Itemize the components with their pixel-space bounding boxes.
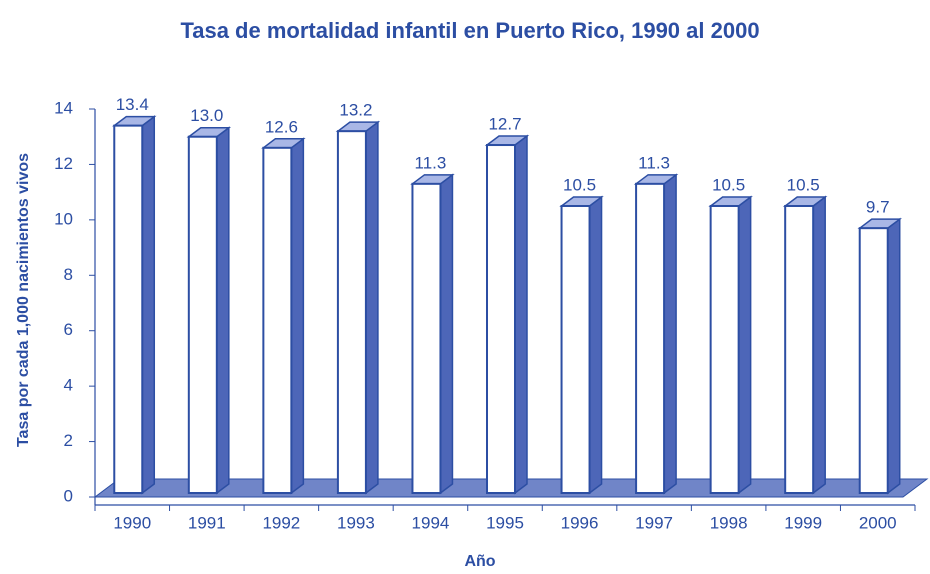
y-tick-label: 4: [64, 376, 73, 395]
y-tick-label: 14: [54, 98, 73, 117]
data-label: 12.7: [488, 115, 521, 134]
y-tick-label: 8: [64, 265, 73, 284]
bar-side: [290, 137, 305, 495]
y-tick-label: 10: [54, 209, 73, 228]
bar-side: [439, 173, 454, 495]
bar-side: [365, 120, 379, 495]
bar-side: [514, 134, 528, 495]
x-tick-label: 1999: [784, 513, 822, 532]
x-tick-label: 2000: [859, 513, 897, 532]
bar-side: [737, 195, 752, 495]
x-tick-label: 1991: [188, 513, 226, 532]
data-label: 9.7: [866, 198, 890, 217]
y-tick-label: 0: [64, 486, 73, 505]
bar-side: [812, 195, 826, 495]
y-tick-label: 6: [64, 320, 73, 339]
bar: [709, 205, 740, 494]
data-label: 11.3: [638, 153, 670, 172]
bar: [635, 182, 666, 494]
data-label: 13.0: [190, 106, 223, 125]
y-tick-label: 12: [54, 154, 73, 173]
x-tick-label: 1998: [710, 513, 748, 532]
x-tick-label: 1992: [262, 513, 300, 532]
bar: [784, 205, 815, 494]
bar-side: [141, 115, 156, 495]
y-axis-label: Tasa por cada 1,000 nacimientos vivos: [15, 153, 32, 447]
x-tick-label: 1990: [113, 513, 151, 532]
x-tick-label: 1996: [561, 513, 599, 532]
bar: [486, 144, 516, 494]
x-tick-label: 1995: [486, 513, 524, 532]
x-tick-label: 1994: [412, 513, 450, 532]
bar-side: [663, 173, 677, 495]
bar: [411, 182, 442, 494]
bar-side: [216, 126, 230, 495]
bar: [858, 227, 889, 495]
bar: [262, 146, 293, 495]
data-label: 10.5: [787, 175, 820, 194]
chart-title: Tasa de mortalidad infantil en Puerto Ri…: [180, 18, 759, 43]
bar: [113, 124, 144, 494]
bar: [187, 135, 218, 494]
data-label: 13.2: [339, 101, 372, 120]
bar: [560, 205, 591, 494]
x-tick-label: 1993: [337, 513, 375, 532]
y-tick-label: 2: [64, 431, 73, 450]
bar-side: [588, 195, 603, 495]
data-label: 13.4: [116, 95, 149, 114]
data-label: 12.6: [265, 117, 298, 136]
data-label: 11.3: [415, 153, 447, 172]
data-label: 10.5: [563, 175, 596, 194]
bar-side: [886, 217, 901, 495]
x-tick-label: 1997: [635, 513, 673, 532]
x-axis-label: Año: [464, 553, 495, 570]
data-label: 10.5: [712, 175, 745, 194]
bar: [336, 130, 367, 495]
